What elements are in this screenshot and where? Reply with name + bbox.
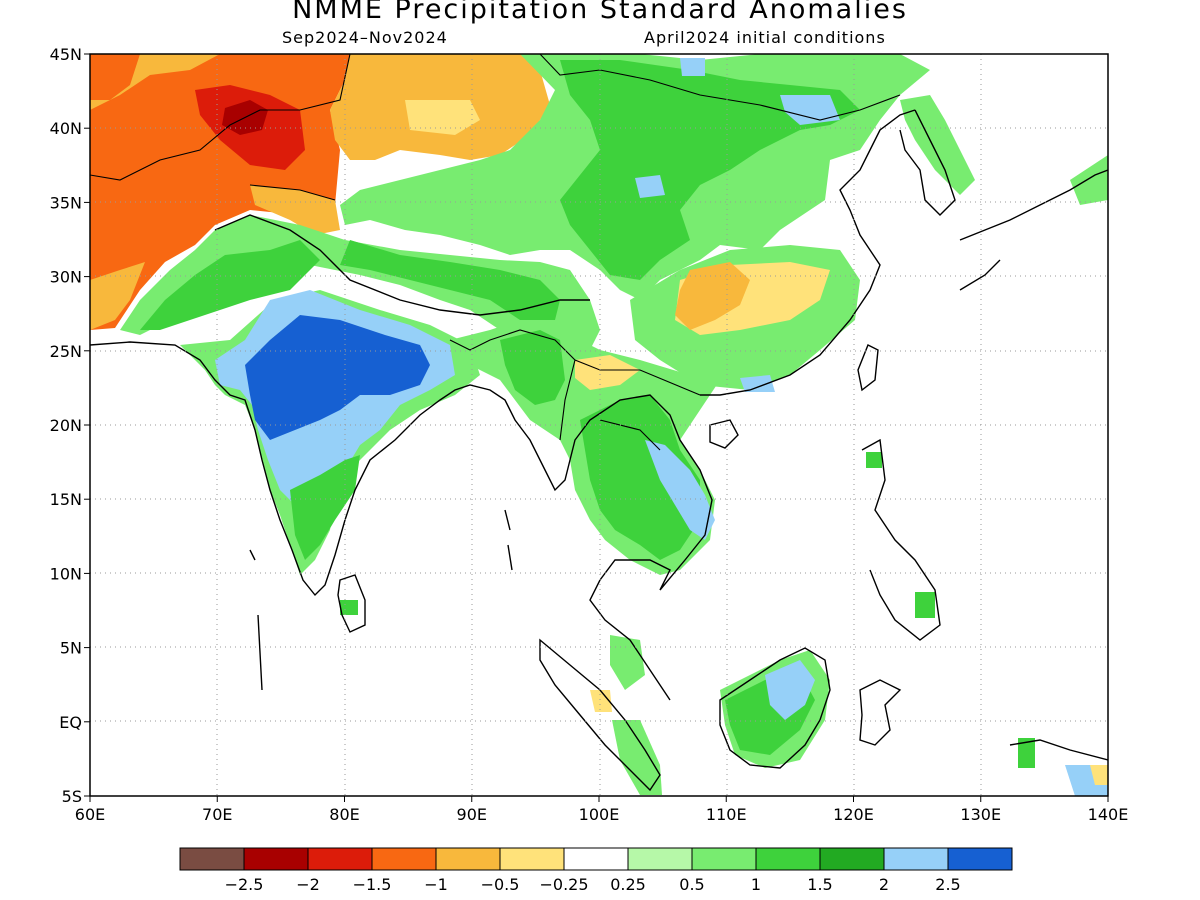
colorbar-label: 2.5 <box>935 875 960 894</box>
coastline-srilanka <box>337 574 366 633</box>
anomaly-region <box>575 355 640 390</box>
anomaly-region <box>765 660 815 720</box>
colorbar-label: 1 <box>751 875 761 894</box>
anomaly-region <box>610 635 645 690</box>
anomaly-region <box>340 240 560 320</box>
lat-tick-label: 5N <box>60 639 82 658</box>
lat-tick-label: 30N <box>50 268 82 287</box>
colorbar-swatch <box>371 847 437 871</box>
anomaly-region <box>900 95 975 195</box>
coastline-japan <box>959 169 1108 291</box>
colorbar-label: 0.5 <box>679 875 704 894</box>
lon-tick-label: 70E <box>202 805 232 824</box>
chart-title: NMME Precipitation Standard Anomalies <box>292 0 908 25</box>
colorbar-label: −0.25 <box>539 875 588 894</box>
colorbar-label: −2 <box>296 875 320 894</box>
lat-tick-label: 5S <box>62 787 82 806</box>
anomaly-region <box>1018 738 1035 768</box>
lon-tick-label: 140E <box>1088 805 1129 824</box>
anomaly-region <box>120 215 600 360</box>
lat-tick-label: 15N <box>50 490 82 509</box>
anomaly-region <box>405 100 480 135</box>
colorbar-swatch <box>755 847 821 871</box>
colorbar-swatch <box>947 847 1013 871</box>
lat-tick-label: 10N <box>50 564 82 583</box>
anomaly-region <box>680 58 705 76</box>
anomaly-region <box>645 440 715 540</box>
coastline-sulawesi <box>859 679 902 746</box>
anomaly-region <box>866 452 882 468</box>
anomaly-region <box>915 592 935 618</box>
lon-tick-label: 130E <box>960 805 1001 824</box>
lon-tick-label: 80E <box>329 805 359 824</box>
colorbar-swatch <box>691 847 757 871</box>
colorbar-label: 1.5 <box>807 875 832 894</box>
lat-tick-label: EQ <box>59 713 82 732</box>
coastline-china <box>700 109 916 396</box>
coastlines <box>90 54 1108 792</box>
colorbar-swatch <box>243 847 309 871</box>
anomaly-region <box>612 720 662 795</box>
anomaly-region <box>250 185 340 235</box>
coastline-india <box>90 341 713 701</box>
graticule <box>90 54 1108 796</box>
border-interior <box>90 54 901 451</box>
anomaly-region <box>560 60 860 280</box>
coastline-philippines <box>861 438 941 641</box>
anomaly-region <box>780 95 840 125</box>
anomaly-region <box>90 262 145 330</box>
colorbar-swatch <box>819 847 885 871</box>
colorbar-label: 2 <box>879 875 889 894</box>
colorbar-label: −1.5 <box>353 875 392 894</box>
anomaly-region <box>340 600 358 615</box>
colorbar-swatch <box>307 847 373 871</box>
coastline-bay-bengal-islands <box>249 509 513 691</box>
anomaly-region <box>90 54 140 100</box>
colorbar-swatch <box>499 847 565 871</box>
anomaly-fills <box>90 54 1108 796</box>
initial-conditions: April2024 initial conditions <box>644 28 886 47</box>
colorbar-label: −1 <box>424 875 448 894</box>
anomaly-region <box>740 375 775 392</box>
lon-tick-label: 110E <box>706 805 747 824</box>
colorbar-label: −2.5 <box>225 875 264 894</box>
lon-tick-label: 100E <box>579 805 620 824</box>
coastline-newguinea <box>1009 739 1108 761</box>
anomaly-region <box>590 690 612 712</box>
colorbar-swatch <box>883 847 949 871</box>
anomaly-region <box>580 395 700 560</box>
lat-tick-label: 25N <box>50 342 82 361</box>
forecast-period: Sep2024–Nov2024 <box>282 28 448 47</box>
anomaly-region <box>290 455 360 560</box>
colorbar-swatch <box>435 847 501 871</box>
anomaly-region <box>1090 765 1108 785</box>
anomaly-region <box>1070 155 1108 205</box>
lat-tick-label: 20N <box>50 416 82 435</box>
coastline-korea <box>899 109 956 216</box>
lon-tick-label: 60E <box>75 805 105 824</box>
lat-tick-label: 40N <box>50 119 82 138</box>
coastline-hainan <box>709 419 739 449</box>
colorbar-label: −0.5 <box>481 875 520 894</box>
border-himalaya <box>214 214 590 316</box>
colorbar-swatch <box>179 847 245 871</box>
colorbar-swatch <box>627 847 693 871</box>
colorbar: −2.5 −2 −1.5 −1 −0.5 −0.25 0.25 0.5 1 1.5 2 2.5 <box>179 847 1013 894</box>
anomaly-region <box>245 315 430 440</box>
latitude-axis: 5S EQ 5N 10N 15N 20N 25N 30N 35N 40N 45N <box>50 45 90 806</box>
coastline-taiwan <box>857 344 879 392</box>
anomaly-region <box>635 175 665 198</box>
longitude-axis: 60E 70E 80E 90E 100E 110E 120E 130E 140E <box>75 796 1129 824</box>
colorbar-swatch <box>563 847 629 871</box>
anomaly-region <box>140 240 320 330</box>
anomaly-region <box>675 262 750 330</box>
anomaly-region <box>500 330 565 405</box>
lon-tick-label: 120E <box>833 805 874 824</box>
coastline-borneo <box>719 647 831 769</box>
colorbar-label: 0.25 <box>610 875 646 894</box>
lat-tick-label: 35N <box>50 193 82 212</box>
lon-tick-label: 90E <box>457 805 487 824</box>
lat-tick-label: 45N <box>50 45 82 64</box>
